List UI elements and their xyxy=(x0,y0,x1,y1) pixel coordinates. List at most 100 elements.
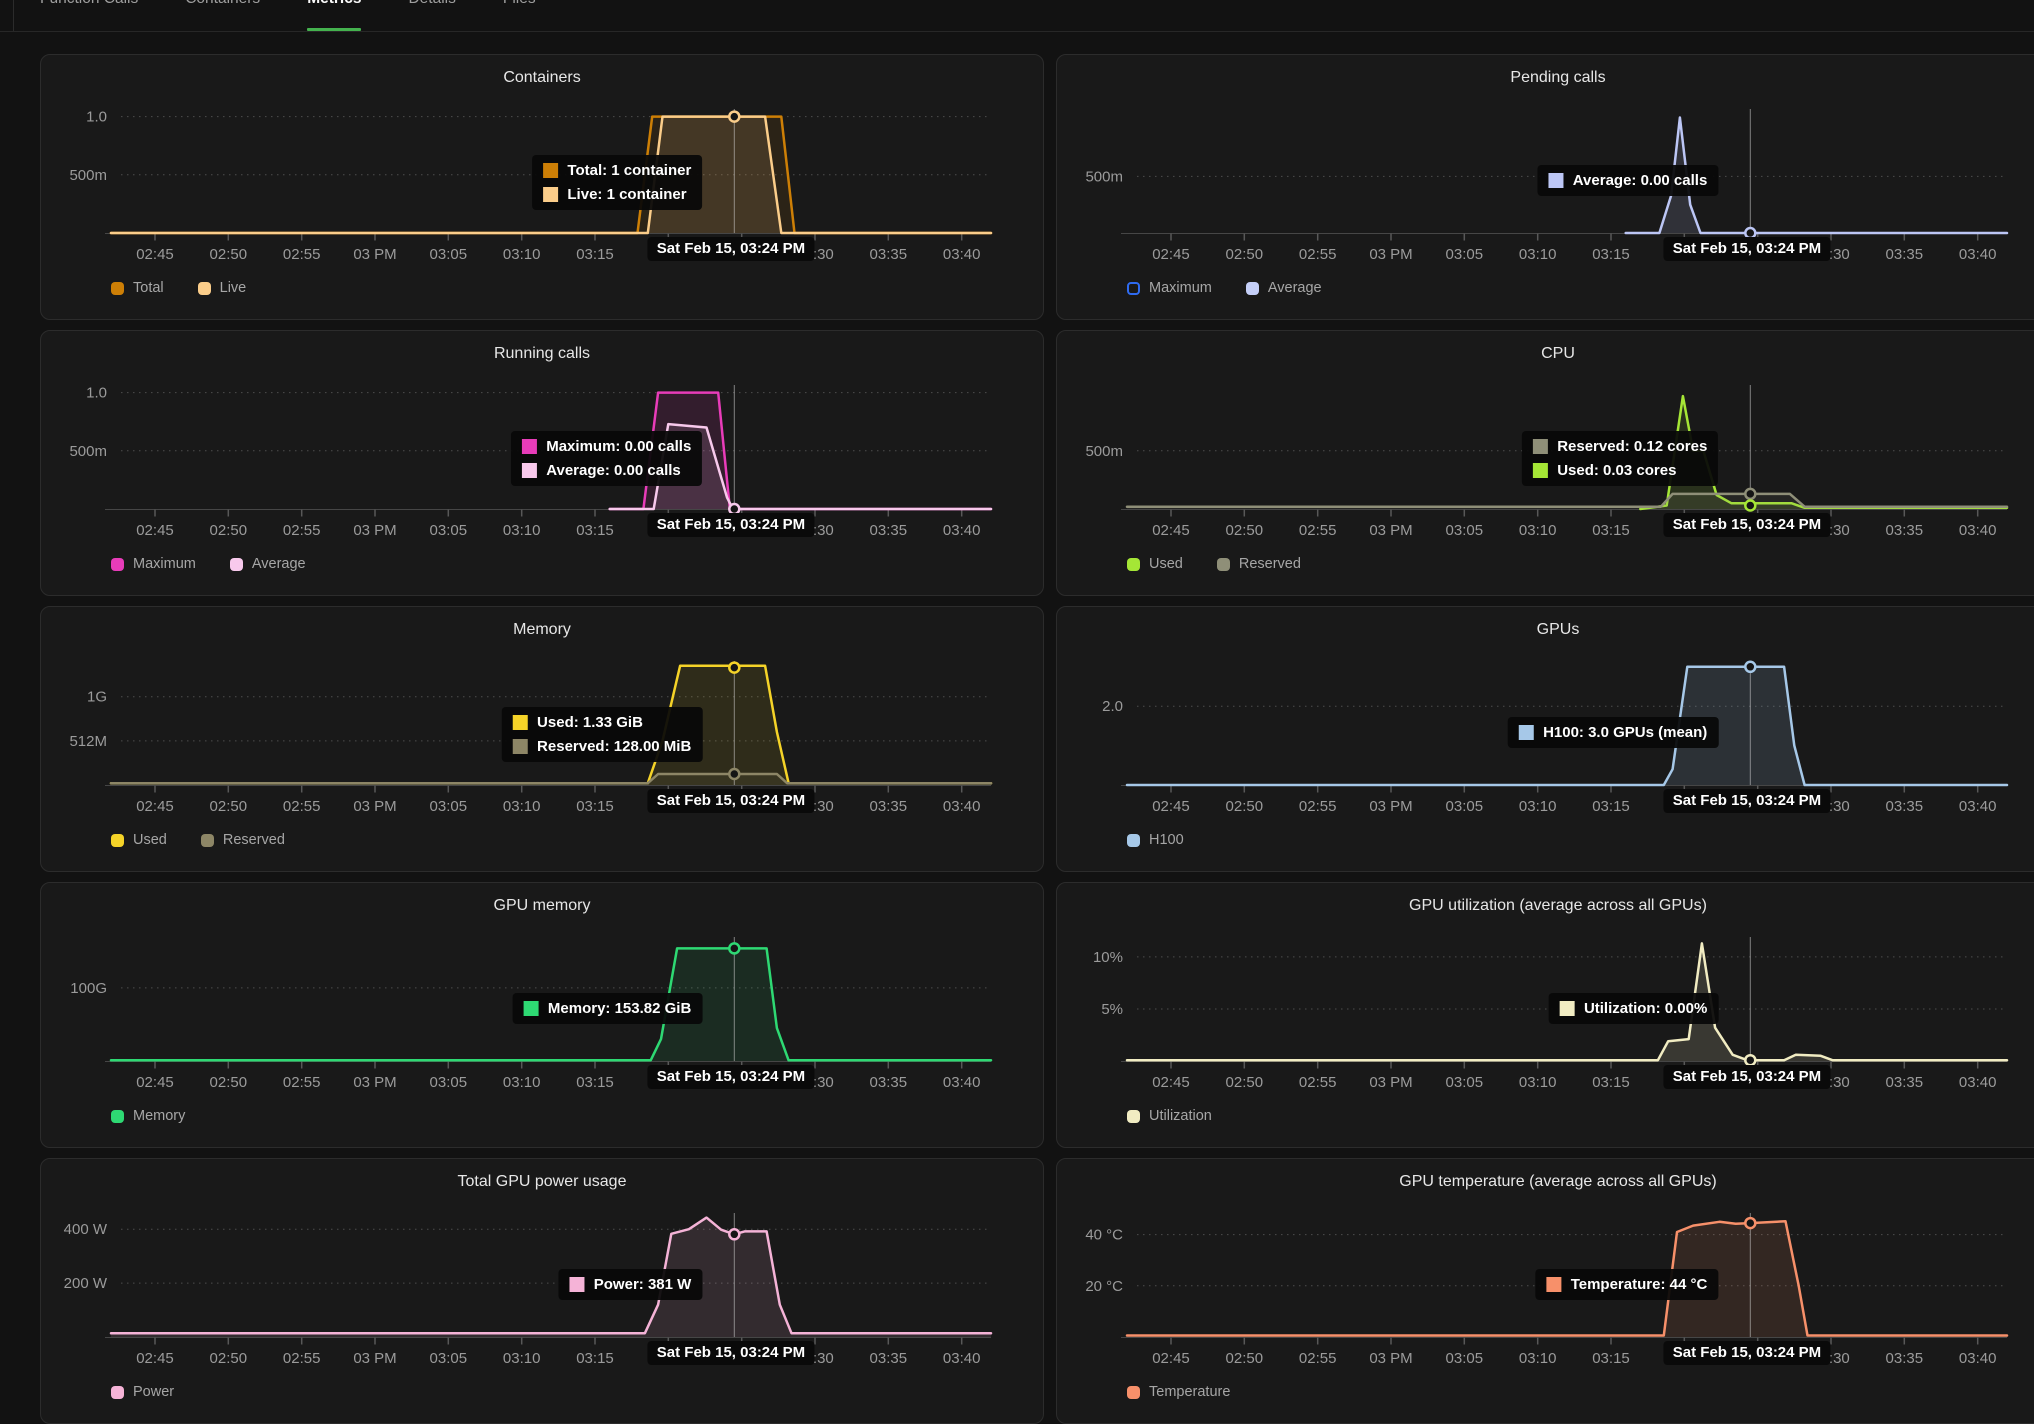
svg-text:03:25: 03:25 xyxy=(1739,1074,1777,1091)
svg-text:03:20: 03:20 xyxy=(1666,798,1704,815)
svg-text:03:15: 03:15 xyxy=(1592,798,1630,815)
svg-text:03:25: 03:25 xyxy=(723,1074,761,1091)
legend-label: Reserved xyxy=(1238,556,1301,572)
legend-item-memory[interactable]: Memory xyxy=(111,1108,185,1124)
svg-text:03:20: 03:20 xyxy=(650,246,688,263)
svg-text:02:50: 02:50 xyxy=(1226,522,1264,539)
svg-text:03:40: 03:40 xyxy=(943,1074,981,1091)
svg-text:500m: 500m xyxy=(1085,443,1123,460)
svg-text:03:30: 03:30 xyxy=(1812,798,1850,815)
svg-text:02:45: 02:45 xyxy=(136,522,174,539)
legend-label: Maximum xyxy=(133,556,196,572)
svg-text:10%: 10% xyxy=(1093,949,1123,966)
legend-item-h100[interactable]: H100 xyxy=(1127,832,1184,848)
svg-text:02:55: 02:55 xyxy=(1299,522,1337,539)
svg-text:03:30: 03:30 xyxy=(796,798,834,815)
svg-text:03:35: 03:35 xyxy=(1886,522,1924,539)
svg-text:03:35: 03:35 xyxy=(870,1074,908,1091)
svg-text:03:20: 03:20 xyxy=(1666,1350,1704,1367)
svg-text:02:50: 02:50 xyxy=(210,522,248,539)
tab-details[interactable]: Details xyxy=(408,0,455,31)
tab-function-calls[interactable]: Function Calls xyxy=(40,0,138,31)
svg-text:03:10: 03:10 xyxy=(503,246,541,263)
chart-title: GPU utilization (average across all GPUs… xyxy=(1409,897,1707,914)
svg-text:02:45: 02:45 xyxy=(1152,1350,1190,1367)
legend-swatch-icon xyxy=(1127,1109,1140,1123)
legend-item-total[interactable]: Total xyxy=(111,280,164,296)
svg-text:03:40: 03:40 xyxy=(1959,1074,1997,1091)
chart-plot-containers[interactable]: 1.0 500m 02:45 02:50 02:55 03 PM 03:05 03:10 03:… xyxy=(41,55,1043,319)
chart-panel-gpu-power: Total GPU power usage 400 W 200 W 02:45 02:5… xyxy=(40,1158,1044,1424)
svg-text:03:35: 03:35 xyxy=(870,522,908,539)
svg-text:500m: 500m xyxy=(69,167,107,184)
legend-swatch-icon xyxy=(111,1385,124,1399)
chart-plot-gpu-power[interactable]: 400 W 200 W 02:45 02:50 02:55 03 PM 03:05 03:10… xyxy=(41,1159,1043,1423)
chart-panel-containers: Containers 1.0 500m 02:45 02:50 02:55 03 PM 03:… xyxy=(40,54,1044,320)
chart-plot-gpus[interactable]: 2.0 02:45 02:50 02:55 03 PM 03:05 03:10 03:15 03… xyxy=(1057,607,2034,871)
svg-text:03:15: 03:15 xyxy=(1592,246,1630,263)
svg-text:1.0: 1.0 xyxy=(86,385,107,402)
svg-text:02:50: 02:50 xyxy=(1226,1350,1264,1367)
svg-text:02:50: 02:50 xyxy=(210,246,248,263)
chart-panel-memory: Memory 1G 512M 02:45 02:50 02:55 03 PM 03:05 03:… xyxy=(40,606,1044,872)
left-border-divider xyxy=(13,0,14,31)
svg-text:03:10: 03:10 xyxy=(1519,1074,1557,1091)
svg-text:03:05: 03:05 xyxy=(1446,1074,1484,1091)
chart-panel-gpu-memory: GPU memory 100G 02:45 02:50 02:55 03 PM 03:05 0… xyxy=(40,882,1044,1148)
legend-label: Live xyxy=(219,280,247,296)
chart-panel-gpu-temperature: GPU temperature (average across all GPUs… xyxy=(1056,1158,2034,1424)
tab-bar: Function Calls Containers Metrics Details Fi… xyxy=(0,0,2034,32)
svg-text:03:30: 03:30 xyxy=(1812,1350,1850,1367)
tab-files[interactable]: Files xyxy=(503,0,536,31)
legend-swatch-icon xyxy=(1127,281,1140,295)
svg-text:03:20: 03:20 xyxy=(1666,1074,1704,1091)
chart-legend: Maximum Average xyxy=(1127,280,1322,296)
svg-text:03:10: 03:10 xyxy=(503,1074,541,1091)
chart-plot-gpu-memory[interactable]: 100G 02:45 02:50 02:55 03 PM 03:05 03:10 03:15 0… xyxy=(41,883,1043,1147)
chart-title: CPU xyxy=(1541,345,1575,362)
chart-legend: Utilization xyxy=(1127,1108,1212,1124)
svg-text:03 PM: 03 PM xyxy=(353,1074,396,1091)
chart-title: GPU temperature (average across all GPUs… xyxy=(1399,1173,1717,1190)
svg-text:03:35: 03:35 xyxy=(1886,798,1924,815)
legend-item-power[interactable]: Power xyxy=(111,1384,174,1400)
legend-item-maximum[interactable]: Maximum xyxy=(1127,280,1212,296)
legend-item-reserved[interactable]: Reserved xyxy=(1216,556,1301,572)
legend-swatch-icon xyxy=(111,557,124,571)
chart-title: Pending calls xyxy=(1510,69,1606,86)
svg-text:02:45: 02:45 xyxy=(136,1350,174,1367)
svg-text:03:05: 03:05 xyxy=(1446,246,1484,263)
chart-panel-cpu: CPU 500m 02:45 02:50 02:55 03 PM 03:05 03:10 03:… xyxy=(1056,330,2034,596)
legend-item-used[interactable]: Used xyxy=(111,832,167,848)
chart-title: GPUs xyxy=(1536,621,1580,638)
legend-item-reserved[interactable]: Reserved xyxy=(200,832,285,848)
tab-metrics[interactable]: Metrics xyxy=(307,0,362,31)
legend-item-used[interactable]: Used xyxy=(1127,556,1183,572)
legend-swatch-icon xyxy=(1127,833,1140,847)
legend-item-average[interactable]: Average xyxy=(1245,280,1322,296)
svg-text:5%: 5% xyxy=(1101,1001,1123,1018)
svg-text:02:45: 02:45 xyxy=(1152,522,1190,539)
legend-item-utilization[interactable]: Utilization xyxy=(1127,1108,1212,1124)
svg-text:03:05: 03:05 xyxy=(1446,798,1484,815)
svg-text:03:30: 03:30 xyxy=(796,246,834,263)
legend-label: Utilization xyxy=(1149,1108,1212,1124)
legend-item-average[interactable]: Average xyxy=(229,556,306,572)
svg-text:03:30: 03:30 xyxy=(1812,1074,1850,1091)
svg-text:03:35: 03:35 xyxy=(870,798,908,815)
svg-text:02:45: 02:45 xyxy=(136,246,174,263)
svg-text:02:55: 02:55 xyxy=(283,798,321,815)
svg-text:1G: 1G xyxy=(87,689,107,706)
legend-label: Used xyxy=(133,832,167,848)
chart-legend: Power xyxy=(111,1384,174,1400)
legend-item-maximum[interactable]: Maximum xyxy=(111,556,196,572)
svg-text:03:25: 03:25 xyxy=(1739,522,1777,539)
chart-legend: H100 xyxy=(1127,832,1184,848)
svg-text:03:40: 03:40 xyxy=(943,522,981,539)
legend-item-temperature[interactable]: Temperature xyxy=(1127,1384,1230,1400)
tab-containers[interactable]: Containers xyxy=(185,0,260,31)
legend-item-live[interactable]: Live xyxy=(197,280,247,296)
svg-text:03:30: 03:30 xyxy=(796,522,834,539)
legend-label: Average xyxy=(251,556,306,572)
svg-text:03:15: 03:15 xyxy=(576,798,614,815)
